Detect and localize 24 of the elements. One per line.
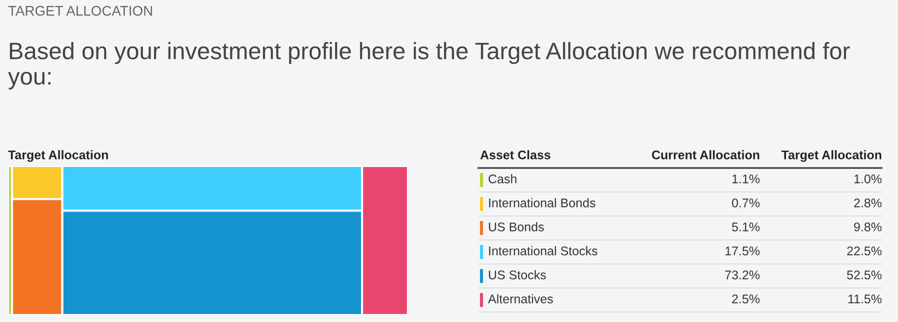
- data-label: 11.5%: [848, 294, 882, 304]
- text: TARGET ALLOCATION: [8, 6, 152, 16]
- category-label: International Bonds: [489, 198, 596, 208]
- data-label: 2.8%: [854, 198, 882, 208]
- category-label: US Bonds: [488, 222, 544, 232]
- text: Target Allocation: [781, 150, 882, 162]
- data-label: 1.1%: [732, 174, 760, 184]
- data-label: 1.0%: [854, 174, 882, 184]
- data-label: 17.5%: [726, 246, 760, 256]
- data-label: 2.5%: [732, 294, 760, 304]
- data-label: 9.8%: [854, 222, 882, 232]
- category-label: International Stocks: [489, 246, 598, 256]
- legend-title: Asset Class: [480, 150, 550, 160]
- category-label: US Stocks: [488, 270, 546, 280]
- data-label: 0.7%: [732, 198, 760, 208]
- data-label: 52.5%: [847, 270, 882, 280]
- text: Target Allocation: [8, 150, 108, 162]
- data-label: 73.2%: [725, 270, 760, 280]
- category-label: Cash: [488, 174, 516, 184]
- data-label: 5.1%: [732, 222, 760, 232]
- category-label: Alternatives: [488, 294, 553, 304]
- text: Current Allocation: [652, 150, 760, 160]
- data-label: 22.5%: [847, 246, 882, 256]
- text: Based on your investment profile here is the Target Allocation we recommend for you:: [8, 42, 850, 90]
